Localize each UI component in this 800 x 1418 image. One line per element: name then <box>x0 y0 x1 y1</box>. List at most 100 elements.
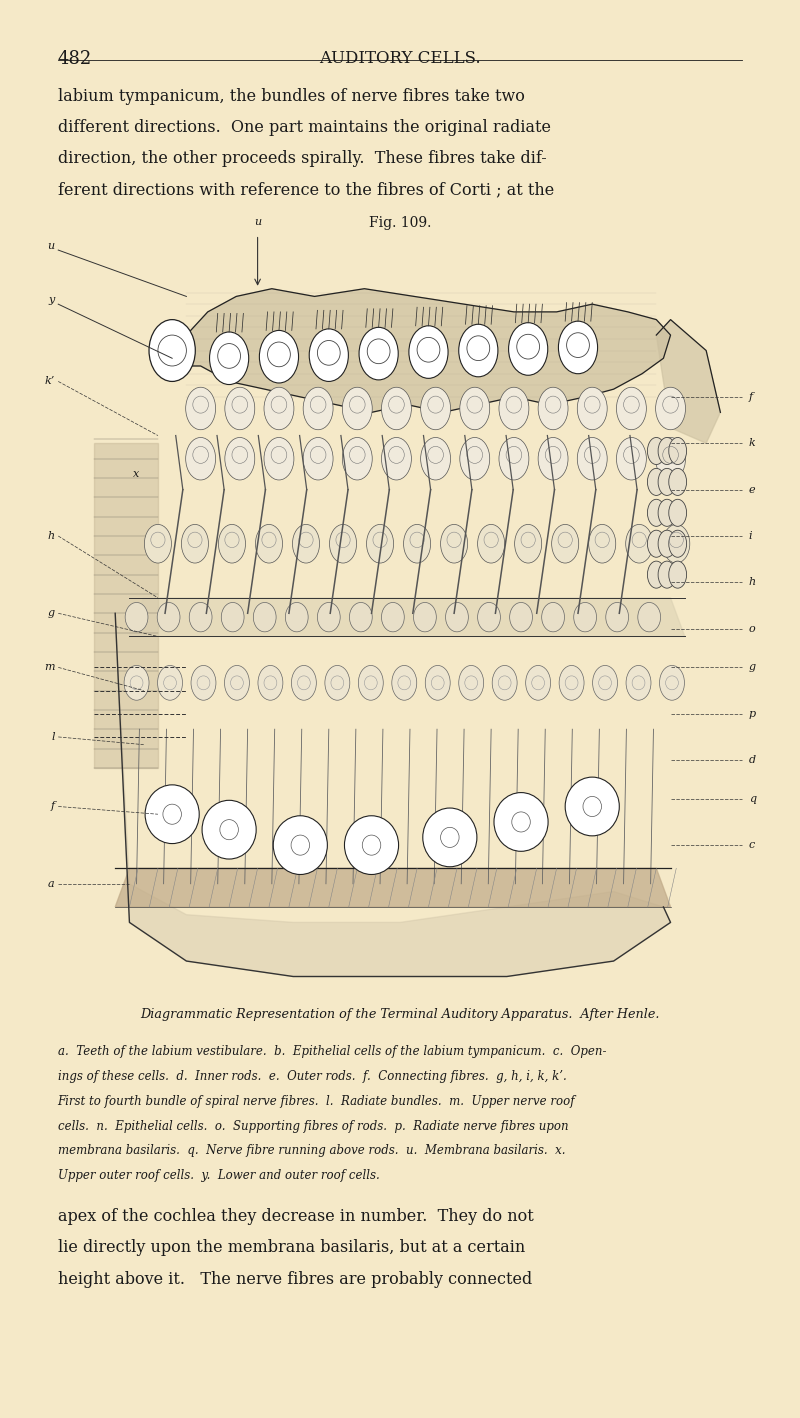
Ellipse shape <box>403 525 430 563</box>
Text: m: m <box>44 662 54 672</box>
Text: i: i <box>749 530 752 542</box>
Ellipse shape <box>658 530 676 557</box>
Text: apex of the cochlea they decrease in number.  They do not: apex of the cochlea they decrease in num… <box>58 1208 534 1225</box>
Text: Diagrammatic Representation of the Terminal Auditory Apparatus.  After Henle.: Diagrammatic Representation of the Termi… <box>140 1008 660 1021</box>
Ellipse shape <box>225 438 254 479</box>
Ellipse shape <box>499 438 529 479</box>
Ellipse shape <box>526 665 550 700</box>
Ellipse shape <box>458 665 484 700</box>
Text: d: d <box>749 756 756 766</box>
Text: cells.  n.  Epithelial cells.  o.  Supporting fibres of rods.  p.  Radiate nerve: cells. n. Epithelial cells. o. Supportin… <box>58 1120 568 1133</box>
Ellipse shape <box>626 525 653 563</box>
Ellipse shape <box>617 387 646 430</box>
Text: First to fourth bundle of spiral nerve fibres.  l.  Radiate bundles.  m.  Upper : First to fourth bundle of spiral nerve f… <box>58 1095 575 1107</box>
Text: direction, the other proceeds spirally.  These fibres take dif-: direction, the other proceeds spirally. … <box>58 150 546 167</box>
Ellipse shape <box>158 665 182 700</box>
Ellipse shape <box>509 323 548 376</box>
Ellipse shape <box>559 665 584 700</box>
Ellipse shape <box>460 438 490 479</box>
Ellipse shape <box>606 603 629 632</box>
Ellipse shape <box>125 603 148 632</box>
Ellipse shape <box>662 525 690 563</box>
Text: Upper outer roof cells.  y.  Lower and outer roof cells.: Upper outer roof cells. y. Lower and out… <box>58 1168 379 1183</box>
Ellipse shape <box>647 438 666 465</box>
Ellipse shape <box>258 665 283 700</box>
Text: 482: 482 <box>58 50 92 68</box>
Text: g: g <box>749 662 756 672</box>
Text: h: h <box>47 530 54 542</box>
Ellipse shape <box>421 438 450 479</box>
Polygon shape <box>94 444 158 769</box>
Ellipse shape <box>310 329 348 381</box>
Text: a.  Teeth of the labium vestibulare.  b.  Epithelial cells of the labium tympani: a. Teeth of the labium vestibulare. b. E… <box>58 1045 606 1058</box>
Ellipse shape <box>255 525 282 563</box>
Circle shape <box>145 784 199 844</box>
Ellipse shape <box>222 603 244 632</box>
Ellipse shape <box>460 387 490 430</box>
Ellipse shape <box>478 525 505 563</box>
Text: f: f <box>749 391 753 401</box>
Ellipse shape <box>286 603 308 632</box>
Text: q: q <box>749 794 756 804</box>
Ellipse shape <box>291 665 316 700</box>
Ellipse shape <box>225 387 254 430</box>
Ellipse shape <box>330 525 357 563</box>
Circle shape <box>202 800 256 859</box>
Polygon shape <box>115 614 670 977</box>
Ellipse shape <box>647 499 666 526</box>
Ellipse shape <box>264 387 294 430</box>
Ellipse shape <box>578 438 607 479</box>
Circle shape <box>274 815 327 875</box>
Text: o: o <box>749 624 756 634</box>
Ellipse shape <box>492 665 517 700</box>
Ellipse shape <box>318 603 340 632</box>
Text: l: l <box>51 732 54 742</box>
Ellipse shape <box>542 603 565 632</box>
Circle shape <box>494 793 548 851</box>
Ellipse shape <box>366 525 394 563</box>
Ellipse shape <box>647 530 666 557</box>
Text: k’: k’ <box>45 376 54 387</box>
Ellipse shape <box>669 438 686 465</box>
Ellipse shape <box>149 319 195 381</box>
Text: membrana basilaris.  q.  Nerve fibre running above rods.  u.  Membrana basilaris: membrana basilaris. q. Nerve fibre runni… <box>58 1144 565 1157</box>
Text: u: u <box>47 241 54 251</box>
Ellipse shape <box>626 665 651 700</box>
Ellipse shape <box>409 326 448 379</box>
Ellipse shape <box>669 530 686 557</box>
Ellipse shape <box>458 325 498 377</box>
Ellipse shape <box>303 438 333 479</box>
Ellipse shape <box>514 525 542 563</box>
Ellipse shape <box>446 603 468 632</box>
Ellipse shape <box>574 603 597 632</box>
Ellipse shape <box>254 603 276 632</box>
Text: ferent directions with reference to the fibres of Corti ; at the: ferent directions with reference to the … <box>58 182 554 199</box>
Ellipse shape <box>638 603 661 632</box>
Ellipse shape <box>669 499 686 526</box>
Text: p: p <box>749 709 756 719</box>
Ellipse shape <box>589 525 616 563</box>
Ellipse shape <box>158 603 180 632</box>
Circle shape <box>345 815 398 875</box>
Ellipse shape <box>558 320 598 374</box>
Ellipse shape <box>259 330 298 383</box>
Ellipse shape <box>647 562 666 588</box>
Ellipse shape <box>578 387 607 430</box>
Text: different directions.  One part maintains the original radiate: different directions. One part maintains… <box>58 119 550 136</box>
Ellipse shape <box>426 665 450 700</box>
Ellipse shape <box>190 603 212 632</box>
Ellipse shape <box>124 665 149 700</box>
Text: a: a <box>48 879 54 889</box>
Circle shape <box>422 808 477 866</box>
Polygon shape <box>130 598 685 637</box>
Ellipse shape <box>325 665 350 700</box>
Text: lie directly upon the membrana basilaris, but at a certain: lie directly upon the membrana basilaris… <box>58 1239 525 1256</box>
Ellipse shape <box>392 665 417 700</box>
Ellipse shape <box>218 525 246 563</box>
Ellipse shape <box>552 525 578 563</box>
Text: height above it.   The nerve fibres are probably connected: height above it. The nerve fibres are pr… <box>58 1271 532 1288</box>
Text: Fig. 109.: Fig. 109. <box>369 216 431 230</box>
Ellipse shape <box>658 438 676 465</box>
Ellipse shape <box>658 562 676 588</box>
Ellipse shape <box>186 438 215 479</box>
